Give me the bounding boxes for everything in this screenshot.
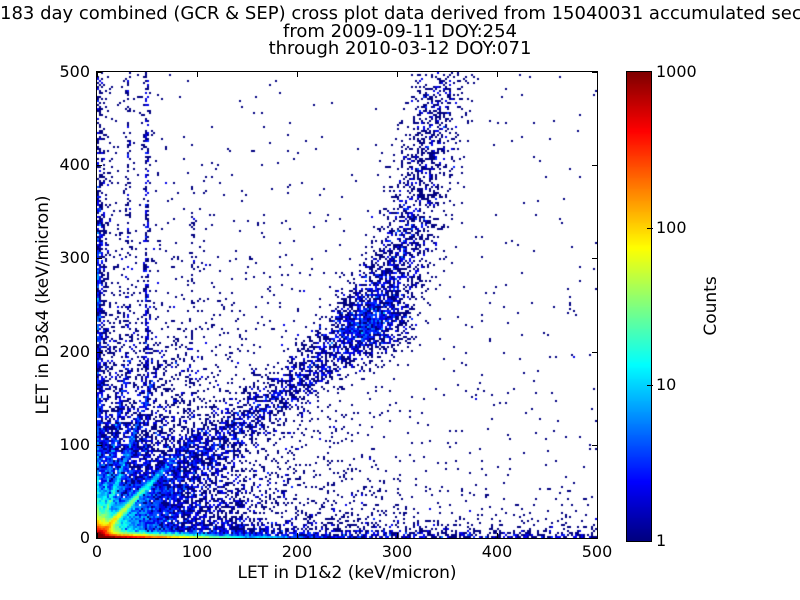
y-axis-label: LET in D3&4 (keV/micron) <box>33 195 53 415</box>
title-line-2: from 2009-09-11 DOY:254 <box>282 20 517 42</box>
x-axis-label: LET in D1&2 (keV/micron) <box>237 563 457 583</box>
colorbar-tick-label: 10 <box>656 374 677 394</box>
x-tick-mark-bottom <box>97 533 98 538</box>
chart-title: 183 day combined (GCR & SEP) cross plot … <box>0 5 800 58</box>
y-tick-mark-left <box>97 258 102 260</box>
x-tick-mark-top <box>397 72 398 77</box>
x-tick-label: 400 <box>481 542 513 561</box>
y-tick-label: 400 <box>59 155 90 175</box>
y-tick-mark-right <box>592 444 597 446</box>
y-tick-mark-right <box>592 258 597 260</box>
y-tick-label: 500 <box>59 62 90 81</box>
x-tick-mark-bottom <box>397 533 398 538</box>
scatter-plot-canvas <box>97 72 597 538</box>
x-tick-mark-bottom <box>297 533 298 538</box>
x-tick-mark-top <box>197 72 198 77</box>
y-tick-label: 0 <box>79 528 90 547</box>
colorbar-tick-mark <box>647 228 653 230</box>
x-tick-mark-bottom <box>197 533 198 538</box>
y-tick-mark-right <box>592 165 597 167</box>
y-tick-label: 300 <box>59 248 90 268</box>
x-tick-mark-bottom <box>497 533 498 538</box>
y-tick-label: 100 <box>59 434 90 454</box>
y-tick-mark-left <box>97 444 102 446</box>
x-tick-label: 200 <box>281 542 313 561</box>
colorbar-tick-label: 1 <box>656 531 667 550</box>
y-tick-mark-left <box>97 538 102 539</box>
x-tick-mark-top <box>497 72 498 77</box>
x-tick-mark-bottom <box>597 533 598 538</box>
y-tick-mark-right <box>592 351 597 353</box>
colorbar-gradient <box>627 72 651 541</box>
x-tick-mark-top <box>97 72 98 77</box>
title-line-3: through 2010-03-12 DOY:071 <box>268 38 532 59</box>
title-line-1: 183 day combined (GCR & SEP) cross plot … <box>0 3 800 24</box>
x-tick-mark-top <box>597 72 598 77</box>
x-tick-label: 100 <box>181 542 213 561</box>
x-tick-label: 300 <box>381 542 413 561</box>
colorbar-label: Counts <box>701 276 721 336</box>
y-tick-mark-right <box>592 72 597 73</box>
colorbar-tick-label: 100 <box>656 218 687 238</box>
colorbar-tick-mark <box>647 384 653 386</box>
x-tick-label: 0 <box>91 542 103 561</box>
y-tick-mark-left <box>97 351 102 353</box>
x-tick-label: 500 <box>581 542 613 561</box>
y-tick-mark-left <box>97 165 102 167</box>
y-tick-mark-left <box>97 72 102 73</box>
colorbar-tick-label: 1000 <box>656 62 697 81</box>
y-tick-label: 200 <box>59 341 90 361</box>
x-tick-mark-top <box>297 72 298 77</box>
y-tick-mark-right <box>592 538 597 539</box>
